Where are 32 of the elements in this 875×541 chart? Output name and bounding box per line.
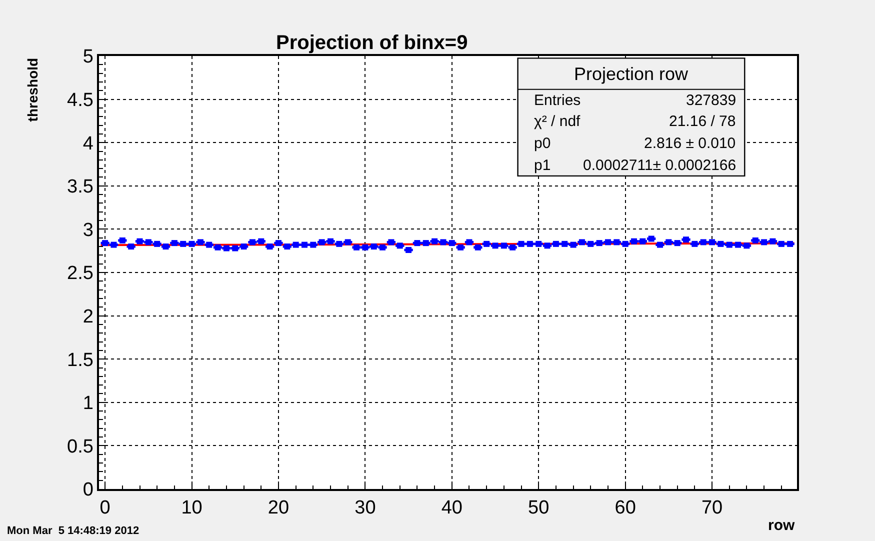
x-tick-label: 20: [268, 498, 290, 519]
y-tick-label: 2: [82, 306, 94, 328]
y-tick-label: 1.5: [67, 350, 94, 371]
annotation: 327839: [686, 92, 736, 109]
x-tick-label: 60: [614, 498, 636, 519]
x-tick-label: 50: [528, 498, 550, 519]
chart-title: Projection of binx=9: [276, 32, 468, 54]
annotation: p0: [534, 135, 551, 152]
y-tick-label: 4: [82, 133, 94, 154]
y-tick-label: 3.5: [67, 176, 94, 198]
annotation: Entries: [534, 92, 581, 109]
y-tick-label: 0.5: [67, 436, 94, 458]
y-tick-label: 5: [82, 46, 94, 68]
y-tick-label: 1: [82, 393, 94, 414]
annotation: Projection row: [574, 64, 690, 84]
annotation: 21.16 / 78: [669, 113, 736, 130]
annotation: p1: [534, 157, 551, 174]
text: Mon Mar 5 14:48:19 2012: [7, 525, 140, 537]
y-tick-label: 0: [82, 480, 94, 501]
x-axis-title: row: [768, 517, 795, 534]
annotation: χ² / ndf: [534, 113, 582, 130]
y-tick-label: 4.5: [67, 90, 94, 111]
annotation: 0.0002711± 0.0002166: [583, 157, 736, 174]
annotation: 2.816 ± 0.010: [644, 135, 736, 152]
x-tick-label: 40: [441, 498, 462, 519]
x-tick-label: 30: [354, 498, 376, 519]
x-tick-label: 70: [701, 498, 723, 519]
y-tick-label: 2.5: [67, 263, 94, 284]
x-tick-label: 10: [181, 498, 202, 519]
x-tick-label: 0: [100, 498, 110, 519]
y-axis-title: threshold: [24, 58, 41, 122]
y-tick-label: 3: [82, 220, 94, 241]
